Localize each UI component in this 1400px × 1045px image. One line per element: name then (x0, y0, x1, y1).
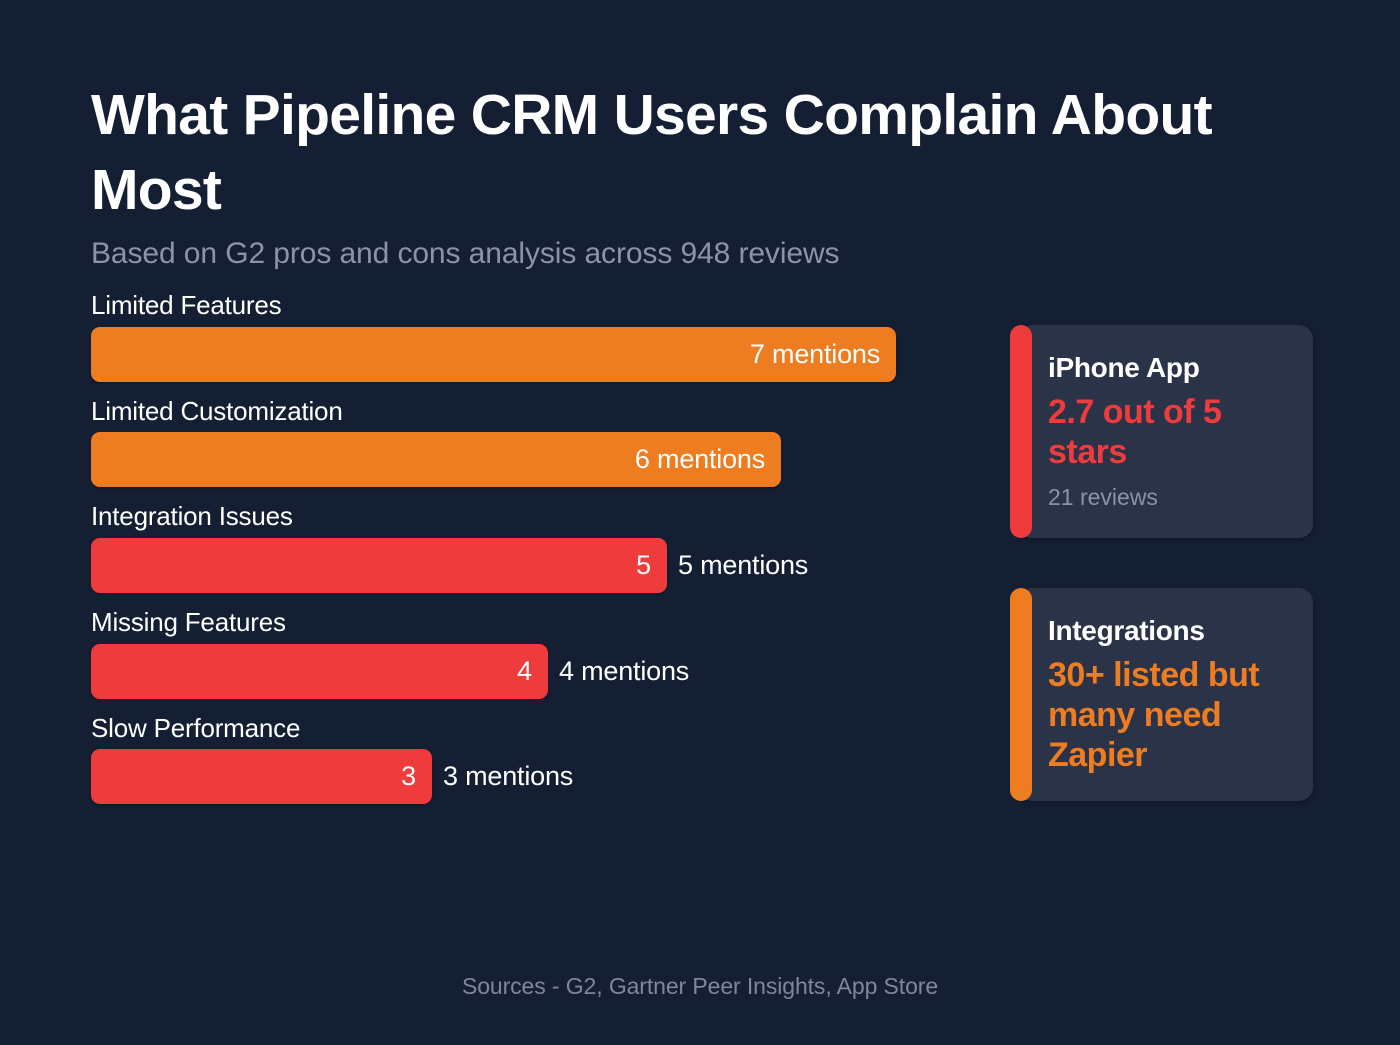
bar-value-inside: 7 mentions (749, 338, 880, 369)
bar-fill: 5 (91, 538, 667, 594)
bar-fill: 7 mentions (91, 326, 896, 382)
bar-row: Slow Performance 3 3 mentions (91, 713, 971, 805)
bar-category-label: Integration Issues (91, 501, 293, 532)
bar-value-inside: 3 (401, 761, 416, 792)
bar-fill: 4 (91, 643, 548, 699)
bar-category-label: Slow Performance (91, 712, 301, 743)
card-value: 30+ listed but many need Zapier (1048, 655, 1260, 775)
bar-value-inside: 5 (636, 550, 651, 581)
bar-value-outside: 5 mentions (678, 550, 809, 581)
page-title: What Pipeline CRM Users Complain About M… (91, 83, 1213, 223)
complaints-bar-chart: Limited Features 7 mentions Limited Custom… (91, 290, 971, 818)
card-value: 2.7 out of 5 stars (1048, 393, 1222, 472)
card-title: iPhone App (1048, 352, 1200, 383)
bar-category-label: Missing Features (91, 607, 286, 638)
bar-value-inside: 4 (517, 655, 532, 686)
bar-row: Limited Customization 6 mentions (91, 396, 971, 488)
bar-fill: 6 mentions (91, 432, 781, 488)
card-accent-bar (1010, 325, 1032, 538)
bar-value-outside: 3 mentions (443, 761, 574, 792)
stat-card: iPhone App 2.7 out of 5 stars 21 reviews (1010, 325, 1313, 538)
bar-value-inside: 6 mentions (634, 444, 765, 475)
card-accent-bar (1010, 587, 1032, 802)
stat-card-list: iPhone App 2.7 out of 5 stars 21 reviews In… (1010, 325, 1313, 851)
bar-track: 6 mentions (91, 432, 971, 488)
bar-track: 7 mentions (91, 326, 971, 382)
bar-track: 5 5 mentions (91, 538, 971, 594)
bar-row: Integration Issues 5 5 mentions (91, 501, 971, 594)
card-note: 21 reviews (1048, 484, 1158, 511)
bar-track: 3 3 mentions (91, 749, 971, 805)
page-subtitle: Based on G2 pros and cons analysis acros… (91, 237, 840, 271)
sources-footer: Sources - G2, Gartner Peer Insights, App… (461, 973, 939, 999)
card-title: Integrations (1048, 614, 1205, 646)
bar-category-label: Limited Features (91, 290, 282, 320)
bar-fill: 3 (91, 749, 432, 805)
bar-category-label: Limited Customization (91, 395, 343, 426)
card-content: Integrations 30+ listed but many need Zap… (1048, 614, 1291, 775)
header: What Pipeline CRM Users Complain About M… (91, 78, 1301, 272)
card-content: iPhone App 2.7 out of 5 stars 21 reviews (1048, 351, 1291, 512)
bar-row: Limited Features 7 mentions (91, 290, 971, 382)
bar-value-outside: 4 mentions (559, 655, 690, 686)
stat-card: Integrations 30+ listed but many need Zap… (1010, 587, 1313, 802)
bar-track: 4 4 mentions (91, 643, 971, 699)
bar-row: Missing Features 4 4 mentions (91, 607, 971, 699)
